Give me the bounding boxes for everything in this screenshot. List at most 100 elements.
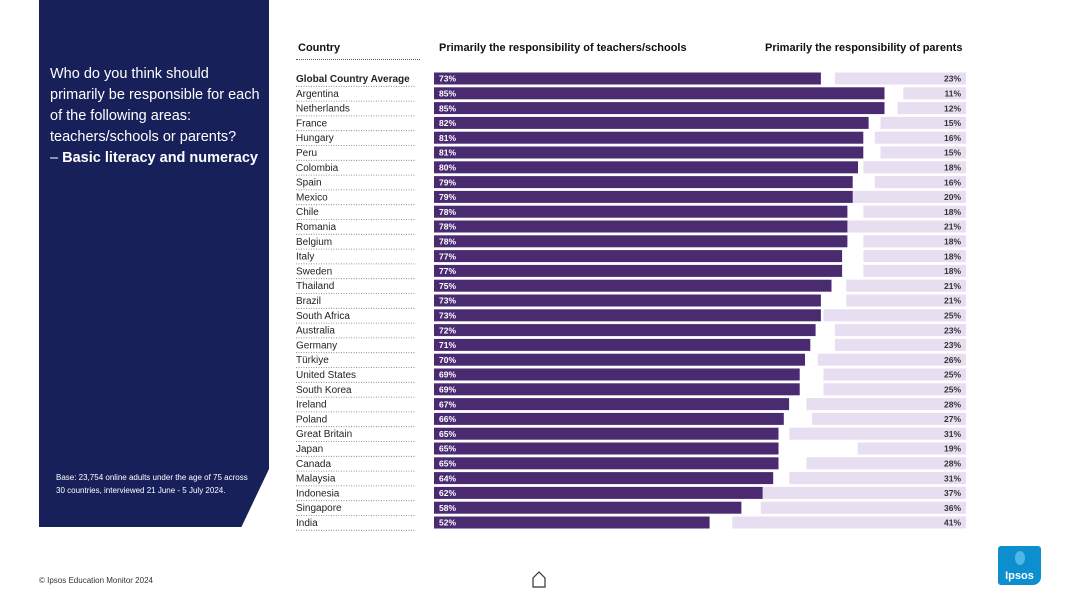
parents-bar: [812, 412, 966, 425]
parents-value-label: 11%: [944, 89, 961, 99]
parents-bar: [806, 457, 966, 470]
teachers-value-label: 81%: [439, 148, 456, 158]
teachers-value-label: 65%: [439, 459, 456, 469]
parents-value-label: 27%: [944, 414, 961, 424]
teachers-value-label: 78%: [439, 222, 456, 232]
country-label: Indonesia: [296, 488, 340, 499]
country-label: Sweden: [296, 266, 332, 277]
footer-copyright: © Ipsos Education Monitor 2024: [39, 576, 153, 585]
country-label: Türkiye: [296, 355, 329, 366]
parents-bar: [863, 161, 966, 174]
teachers-value-label: 73%: [439, 311, 456, 321]
country-label: Global Country Average: [296, 74, 410, 85]
parents-value-label: 37%: [944, 488, 961, 498]
teachers-bar: [434, 472, 774, 485]
teachers-bar: [434, 442, 779, 455]
parents-bar: [863, 205, 966, 218]
country-label: India: [296, 518, 318, 529]
teachers-bar: [434, 368, 800, 381]
parents-bar: [789, 427, 966, 440]
parents-value-label: 18%: [944, 207, 961, 217]
ipsos-logo: Ipsos: [998, 546, 1041, 585]
teachers-bar: [434, 516, 710, 529]
parents-value-label: 31%: [944, 429, 961, 439]
teachers-bar: [434, 250, 843, 263]
country-label: Belgium: [296, 237, 332, 248]
country-label: Poland: [296, 414, 327, 425]
teachers-bar: [434, 338, 811, 351]
country-label: Australia: [296, 326, 335, 337]
parents-bar: [760, 501, 966, 514]
parents-bar: [834, 72, 966, 85]
parents-bar: [857, 442, 966, 455]
country-label: France: [296, 118, 328, 129]
teachers-value-label: 67%: [439, 399, 456, 409]
parents-value-label: 36%: [944, 503, 961, 513]
teachers-bar: [434, 383, 800, 396]
teachers-bar: [434, 205, 848, 218]
teachers-value-label: 62%: [439, 488, 456, 498]
parents-value-label: 18%: [944, 266, 961, 276]
country-label: Malaysia: [296, 474, 336, 485]
teachers-bar: [434, 294, 821, 307]
country-label: Japan: [296, 444, 323, 455]
teachers-value-label: 72%: [439, 325, 456, 335]
country-label: Argentina: [296, 89, 339, 100]
teachers-bar: [434, 309, 821, 322]
parents-bar: [846, 279, 966, 292]
question-text: Who do you think should primarily be res…: [50, 64, 265, 169]
teachers-bar: [434, 398, 790, 411]
parents-bar: [897, 102, 966, 115]
parents-value-label: 21%: [944, 281, 961, 291]
parents-bar: [789, 472, 966, 485]
parents-value-label: 15%: [944, 118, 961, 128]
teachers-value-label: 69%: [439, 370, 456, 380]
parents-value-label: 25%: [944, 311, 961, 321]
teachers-value-label: 73%: [439, 296, 456, 306]
home-icon[interactable]: [532, 570, 546, 588]
teachers-value-label: 71%: [439, 340, 456, 350]
teachers-bar: [434, 235, 848, 248]
teachers-column-header: Primarily the responsibility of teachers…: [439, 42, 687, 54]
parents-value-label: 18%: [944, 163, 961, 173]
teachers-value-label: 58%: [439, 503, 456, 513]
teachers-value-label: 52%: [439, 518, 456, 528]
parents-bar: [755, 486, 966, 499]
parents-value-label: 23%: [944, 325, 961, 335]
parents-value-label: 25%: [944, 370, 961, 380]
parents-value-label: 23%: [944, 74, 961, 84]
teachers-value-label: 69%: [439, 385, 456, 395]
side-panel: Who do you think should primarily be res…: [39, 0, 269, 527]
teachers-bar: [434, 161, 858, 174]
parents-bar: [834, 324, 966, 337]
teachers-bar: [434, 264, 843, 277]
country-label: Mexico: [296, 192, 328, 203]
teachers-value-label: 80%: [439, 163, 456, 173]
teachers-bar: [434, 220, 848, 233]
teachers-bar: [434, 324, 816, 337]
country-label: Germany: [296, 340, 337, 351]
parents-value-label: 26%: [944, 355, 961, 365]
country-label: Colombia: [296, 163, 339, 174]
country-label: Hungary: [296, 133, 334, 144]
logo-text: Ipsos: [1005, 570, 1034, 582]
teachers-value-label: 77%: [439, 266, 456, 276]
teachers-bar: [434, 457, 779, 470]
teachers-value-label: 79%: [439, 177, 456, 187]
parents-value-label: 23%: [944, 340, 961, 350]
header-divider: [296, 59, 420, 60]
teachers-bar: [434, 501, 742, 514]
topic-prefix: –: [50, 150, 63, 166]
parents-value-label: 28%: [944, 459, 961, 469]
teachers-value-label: 81%: [439, 133, 456, 143]
teachers-value-label: 79%: [439, 192, 456, 202]
country-label: Brazil: [296, 296, 321, 307]
teachers-value-label: 70%: [439, 355, 456, 365]
parents-bar: [903, 87, 966, 100]
parents-value-label: 19%: [944, 444, 961, 454]
country-label: Netherlands: [296, 104, 350, 115]
country-label: Canada: [296, 459, 331, 470]
question-main: Who do you think should primarily be res…: [50, 66, 260, 145]
teachers-bar: [434, 146, 864, 159]
country-label: South Africa: [296, 311, 350, 322]
